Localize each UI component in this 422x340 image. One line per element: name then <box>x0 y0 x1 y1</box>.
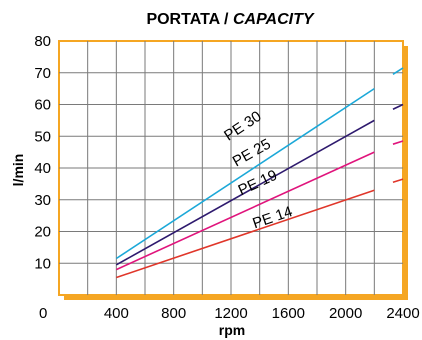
chart-title: PORTATA / CAPACITY <box>146 11 314 28</box>
series-line <box>115 119 375 266</box>
y-axis-ticks: 10 20 30 40 50 60 70 80 <box>34 33 51 272</box>
y-tick-label: 30 <box>34 192 51 209</box>
x-tick-label: 0 <box>39 305 47 322</box>
x-tick-label: 1200 <box>214 305 247 322</box>
y-tick-label: 20 <box>34 224 51 241</box>
y-tick-label: 50 <box>34 128 51 145</box>
x-tick-label: 2400 <box>386 305 419 322</box>
series-line <box>116 189 375 279</box>
series-extension-line <box>392 140 404 145</box>
y-tick-label: 80 <box>34 33 51 50</box>
title-main: PORTATA / <box>146 11 233 28</box>
x-axis-label: rpm <box>219 322 245 338</box>
y-tick-label: 40 <box>34 160 51 177</box>
series-line <box>115 87 375 260</box>
title-italic: CAPACITY <box>233 11 315 28</box>
x-tick-label: 2000 <box>329 305 362 322</box>
x-axis-ticks: 0 400 800 1200 1600 2000 2400 <box>39 305 420 322</box>
y-axis-label: l/min <box>10 154 26 187</box>
x-tick-label: 1600 <box>272 305 305 322</box>
series-extension-line <box>392 103 404 110</box>
grid <box>59 41 403 295</box>
series-extension-line <box>392 67 404 76</box>
y-tick-label: 70 <box>34 65 51 82</box>
series-line <box>116 151 375 271</box>
series-lines <box>115 67 404 279</box>
series-extension-line <box>392 178 404 184</box>
x-tick-label: 400 <box>104 305 129 322</box>
y-tick-label: 10 <box>34 255 51 272</box>
x-tick-label: 800 <box>161 305 186 322</box>
y-tick-label: 60 <box>34 97 51 114</box>
